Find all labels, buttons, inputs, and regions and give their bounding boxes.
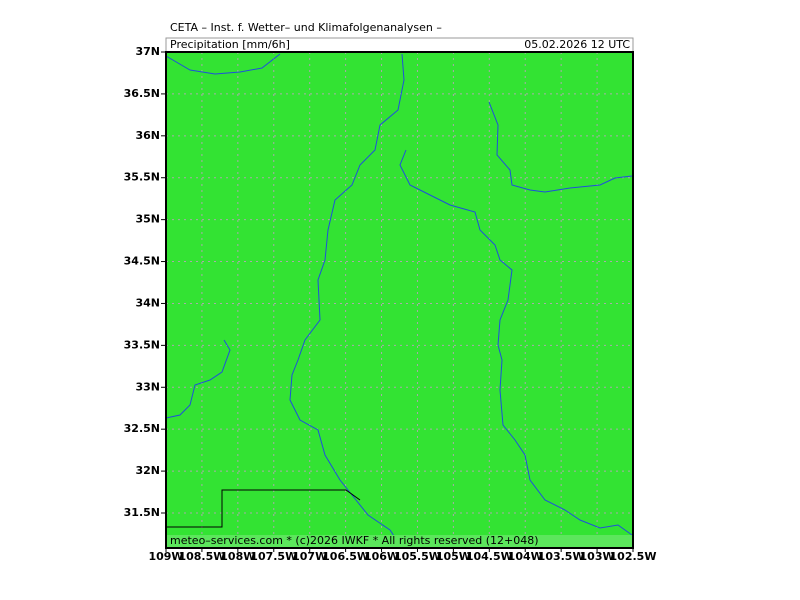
lon-label: 108W	[220, 550, 255, 563]
map-area	[166, 52, 633, 548]
lon-label: 106.5W	[322, 550, 369, 563]
lon-label: 104W	[508, 550, 543, 563]
lat-label: 34N	[135, 296, 160, 309]
lat-label: 36N	[135, 129, 160, 142]
lon-label: 106W	[364, 550, 399, 563]
lon-label: 103.5W	[538, 550, 585, 563]
footer-credit: meteo–services.com * (c)2026 IWKF * All …	[170, 534, 539, 547]
map-frame	[165, 51, 634, 549]
lat-label: 35.5N	[124, 171, 160, 184]
lon-label: 103W	[580, 550, 615, 563]
state-border	[166, 489, 361, 528]
rivers	[165, 53, 633, 546]
lon-label: 109W	[148, 550, 183, 563]
lon-label: 105W	[436, 550, 471, 563]
lon-label: 104.5W	[466, 550, 513, 563]
lat-label: 34.5N	[124, 255, 160, 268]
lon-label: 107W	[292, 550, 327, 563]
lat-label: 33.5N	[124, 338, 160, 351]
lat-label: 33N	[135, 380, 160, 393]
lat-label: 32.5N	[124, 422, 160, 435]
footer-band	[166, 535, 633, 548]
lat-label: 31.5N	[124, 506, 160, 519]
lat-label: 36.5N	[124, 87, 160, 100]
lon-label: 108.5W	[178, 550, 225, 563]
axes: 37N 36.5N 36N 35.5N 35N 34.5N 34N 33.5N 33N 32.5N…	[124, 45, 657, 563]
datetime-label: 05.02.2026 12 UTC	[524, 38, 630, 51]
lon-label: 102.5W	[610, 550, 657, 563]
lat-label: 32N	[135, 464, 160, 477]
lat-label: 35N	[135, 213, 160, 226]
lon-label: 105.5W	[394, 550, 441, 563]
lat-label: 37N	[135, 45, 160, 58]
variable-label: Precipitation [mm/6h]	[170, 38, 290, 51]
lon-label: 107.5W	[250, 550, 297, 563]
title: CETA – Inst. f. Wetter– und Klimafolgena…	[170, 21, 442, 34]
